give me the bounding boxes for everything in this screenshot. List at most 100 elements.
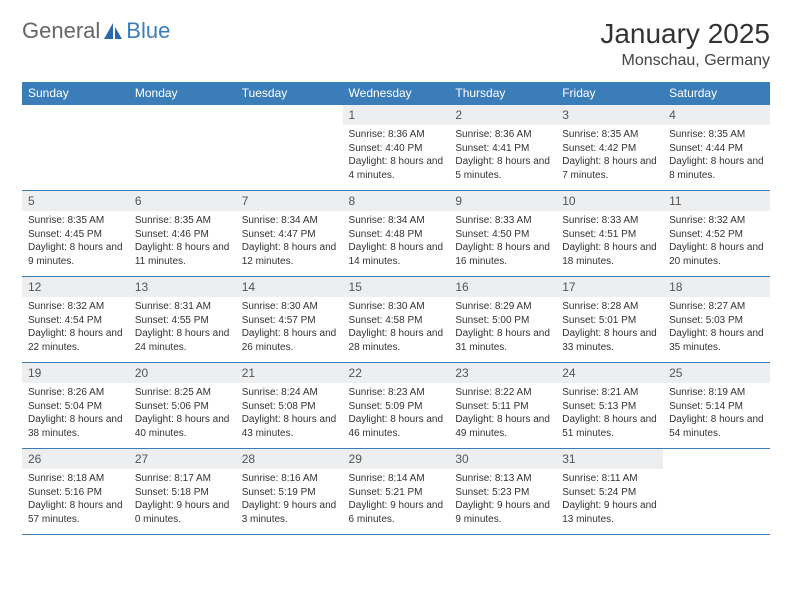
content-row: Sunrise: 8:18 AMSunset: 5:16 PMDaylight:… <box>22 469 770 534</box>
day-content-cell <box>129 125 236 191</box>
sunrise-line: Sunrise: 8:24 AM <box>242 386 337 400</box>
day-content-cell: Sunrise: 8:33 AMSunset: 4:50 PMDaylight:… <box>449 211 556 277</box>
title-block: January 2025 Monschau, Germany <box>600 18 770 70</box>
daylight-line: Daylight: 8 hours and 40 minutes. <box>135 413 230 440</box>
day-content-cell: Sunrise: 8:32 AMSunset: 4:54 PMDaylight:… <box>22 297 129 363</box>
content-row: Sunrise: 8:35 AMSunset: 4:45 PMDaylight:… <box>22 211 770 277</box>
sunrise-line: Sunrise: 8:33 AM <box>562 214 657 228</box>
sunset-line: Sunset: 4:51 PM <box>562 228 657 242</box>
day-content-cell: Sunrise: 8:27 AMSunset: 5:03 PMDaylight:… <box>663 297 770 363</box>
sunset-line: Sunset: 5:14 PM <box>669 400 764 414</box>
sunset-line: Sunset: 4:50 PM <box>455 228 550 242</box>
day-content-cell: Sunrise: 8:11 AMSunset: 5:24 PMDaylight:… <box>556 469 663 534</box>
sunset-line: Sunset: 4:52 PM <box>669 228 764 242</box>
day-number-cell: 24 <box>556 363 663 384</box>
day-number-cell: 2 <box>449 105 556 126</box>
day-number-cell: 30 <box>449 449 556 470</box>
daylight-line: Daylight: 8 hours and 57 minutes. <box>28 499 123 526</box>
logo-blue: Blue <box>126 18 170 44</box>
sunset-line: Sunset: 5:06 PM <box>135 400 230 414</box>
day-number-cell: 9 <box>449 191 556 212</box>
sunrise-line: Sunrise: 8:31 AM <box>135 300 230 314</box>
day-number-cell: 13 <box>129 277 236 298</box>
day-header: Monday <box>129 82 236 105</box>
month-title: January 2025 <box>600 18 770 50</box>
logo: General Blue <box>22 18 170 44</box>
day-content-cell: Sunrise: 8:33 AMSunset: 4:51 PMDaylight:… <box>556 211 663 277</box>
day-number-cell: 20 <box>129 363 236 384</box>
sunset-line: Sunset: 4:47 PM <box>242 228 337 242</box>
daylight-line: Daylight: 9 hours and 9 minutes. <box>455 499 550 526</box>
daylight-line: Daylight: 8 hours and 16 minutes. <box>455 241 550 268</box>
sunset-line: Sunset: 5:21 PM <box>349 486 444 500</box>
daylight-line: Daylight: 8 hours and 51 minutes. <box>562 413 657 440</box>
sunrise-line: Sunrise: 8:32 AM <box>669 214 764 228</box>
daylight-line: Daylight: 9 hours and 6 minutes. <box>349 499 444 526</box>
sunset-line: Sunset: 5:19 PM <box>242 486 337 500</box>
daylight-line: Daylight: 8 hours and 12 minutes. <box>242 241 337 268</box>
day-number-cell: 15 <box>343 277 450 298</box>
content-row: Sunrise: 8:26 AMSunset: 5:04 PMDaylight:… <box>22 383 770 449</box>
day-number-cell: 7 <box>236 191 343 212</box>
sunrise-line: Sunrise: 8:26 AM <box>28 386 123 400</box>
day-content-cell: Sunrise: 8:30 AMSunset: 4:57 PMDaylight:… <box>236 297 343 363</box>
day-content-cell: Sunrise: 8:30 AMSunset: 4:58 PMDaylight:… <box>343 297 450 363</box>
sunset-line: Sunset: 4:42 PM <box>562 142 657 156</box>
day-number-cell: 21 <box>236 363 343 384</box>
calendar: SundayMondayTuesdayWednesdayThursdayFrid… <box>22 82 770 534</box>
day-number-cell <box>663 449 770 470</box>
day-content-cell <box>22 125 129 191</box>
day-header: Friday <box>556 82 663 105</box>
sunrise-line: Sunrise: 8:13 AM <box>455 472 550 486</box>
sunrise-line: Sunrise: 8:17 AM <box>135 472 230 486</box>
daylight-line: Daylight: 8 hours and 54 minutes. <box>669 413 764 440</box>
day-header: Wednesday <box>343 82 450 105</box>
daylight-line: Daylight: 9 hours and 3 minutes. <box>242 499 337 526</box>
day-number-cell: 19 <box>22 363 129 384</box>
day-content-cell: Sunrise: 8:28 AMSunset: 5:01 PMDaylight:… <box>556 297 663 363</box>
daynum-row: 262728293031 <box>22 449 770 470</box>
logo-general: General <box>22 18 100 44</box>
sunrise-line: Sunrise: 8:16 AM <box>242 472 337 486</box>
sunrise-line: Sunrise: 8:25 AM <box>135 386 230 400</box>
day-content-cell: Sunrise: 8:22 AMSunset: 5:11 PMDaylight:… <box>449 383 556 449</box>
sunrise-line: Sunrise: 8:33 AM <box>455 214 550 228</box>
daylight-line: Daylight: 8 hours and 38 minutes. <box>28 413 123 440</box>
sunrise-line: Sunrise: 8:29 AM <box>455 300 550 314</box>
sunset-line: Sunset: 4:46 PM <box>135 228 230 242</box>
daylight-line: Daylight: 8 hours and 49 minutes. <box>455 413 550 440</box>
sunrise-line: Sunrise: 8:11 AM <box>562 472 657 486</box>
daylight-line: Daylight: 8 hours and 26 minutes. <box>242 327 337 354</box>
day-number-cell <box>22 105 129 126</box>
sunrise-line: Sunrise: 8:36 AM <box>455 128 550 142</box>
sunset-line: Sunset: 5:01 PM <box>562 314 657 328</box>
day-content-cell <box>236 125 343 191</box>
sunset-line: Sunset: 4:44 PM <box>669 142 764 156</box>
daylight-line: Daylight: 9 hours and 0 minutes. <box>135 499 230 526</box>
day-content-cell <box>663 469 770 534</box>
sunrise-line: Sunrise: 8:27 AM <box>669 300 764 314</box>
sunset-line: Sunset: 4:48 PM <box>349 228 444 242</box>
day-content-cell: Sunrise: 8:36 AMSunset: 4:40 PMDaylight:… <box>343 125 450 191</box>
day-content-cell: Sunrise: 8:35 AMSunset: 4:46 PMDaylight:… <box>129 211 236 277</box>
day-content-cell: Sunrise: 8:34 AMSunset: 4:48 PMDaylight:… <box>343 211 450 277</box>
day-content-cell: Sunrise: 8:32 AMSunset: 4:52 PMDaylight:… <box>663 211 770 277</box>
day-content-cell: Sunrise: 8:24 AMSunset: 5:08 PMDaylight:… <box>236 383 343 449</box>
day-number-cell: 28 <box>236 449 343 470</box>
day-number-cell: 25 <box>663 363 770 384</box>
day-content-cell: Sunrise: 8:31 AMSunset: 4:55 PMDaylight:… <box>129 297 236 363</box>
day-number-cell: 10 <box>556 191 663 212</box>
day-content-cell: Sunrise: 8:35 AMSunset: 4:42 PMDaylight:… <box>556 125 663 191</box>
day-content-cell: Sunrise: 8:35 AMSunset: 4:44 PMDaylight:… <box>663 125 770 191</box>
sunset-line: Sunset: 4:41 PM <box>455 142 550 156</box>
daylight-line: Daylight: 8 hours and 18 minutes. <box>562 241 657 268</box>
sunrise-line: Sunrise: 8:35 AM <box>669 128 764 142</box>
sunset-line: Sunset: 4:57 PM <box>242 314 337 328</box>
sunset-line: Sunset: 5:24 PM <box>562 486 657 500</box>
day-content-cell: Sunrise: 8:23 AMSunset: 5:09 PMDaylight:… <box>343 383 450 449</box>
daylight-line: Daylight: 8 hours and 4 minutes. <box>349 155 444 182</box>
day-number-cell: 22 <box>343 363 450 384</box>
day-number-cell <box>129 105 236 126</box>
location: Monschau, Germany <box>600 52 770 70</box>
daylight-line: Daylight: 8 hours and 8 minutes. <box>669 155 764 182</box>
